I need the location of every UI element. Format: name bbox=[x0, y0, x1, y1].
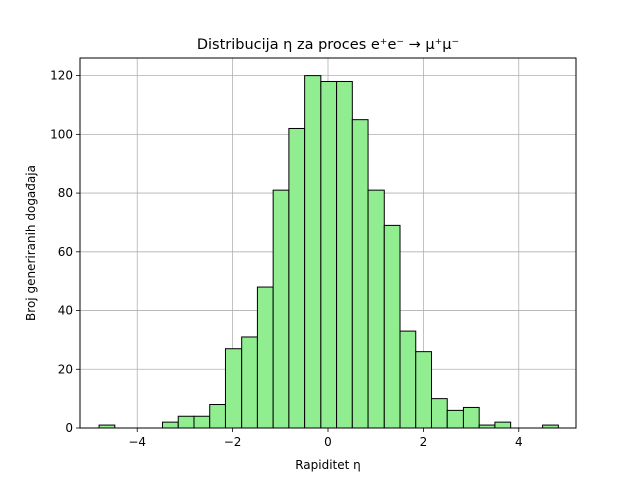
histogram-bar bbox=[304, 75, 322, 429]
y-tick-label: 0 bbox=[65, 421, 73, 435]
histogram-bar bbox=[494, 421, 512, 429]
histogram-bar bbox=[209, 404, 226, 429]
y-tick-label: 80 bbox=[58, 186, 73, 200]
histogram-bar bbox=[241, 336, 258, 429]
histogram-bar bbox=[430, 398, 448, 429]
x-tick-label: −2 bbox=[224, 435, 242, 449]
x-ticks: −4 −2 0 2 4 bbox=[128, 428, 523, 449]
histogram-bar bbox=[383, 224, 401, 429]
chart-title: Distribucija η za proces e⁺e⁻ → μ⁺μ⁻ bbox=[197, 37, 459, 53]
histogram-bar bbox=[399, 330, 417, 429]
histogram-bar bbox=[446, 409, 464, 429]
y-axis-label: Broj generiranih događaja bbox=[24, 165, 38, 321]
histogram-bar bbox=[177, 415, 195, 429]
histogram-bar bbox=[224, 348, 243, 429]
histogram-bar bbox=[288, 127, 306, 429]
y-tick-label: 100 bbox=[50, 127, 73, 141]
x-axis-label: Rapiditet η bbox=[295, 458, 361, 472]
histogram-bar bbox=[351, 119, 369, 429]
x-tick-label: −4 bbox=[128, 435, 146, 449]
histogram-bar bbox=[462, 406, 480, 429]
x-tick-label: 4 bbox=[515, 435, 523, 449]
y-tick-label: 60 bbox=[58, 245, 73, 259]
histogram-bar bbox=[336, 80, 353, 429]
x-tick-label: 2 bbox=[420, 435, 428, 449]
histogram-bar bbox=[162, 421, 179, 429]
y-tick-label: 40 bbox=[58, 304, 73, 318]
y-tick-label: 20 bbox=[58, 362, 73, 376]
histogram-bar bbox=[367, 189, 385, 429]
histogram-bar bbox=[415, 351, 432, 429]
y-ticks: 0 20 40 60 80 100 120 bbox=[50, 69, 80, 435]
y-tick-label: 120 bbox=[50, 69, 73, 83]
bars-layer bbox=[98, 75, 559, 429]
histogram-bar bbox=[320, 80, 338, 429]
histogram-bar bbox=[272, 189, 290, 429]
x-tick-label: 0 bbox=[324, 435, 332, 449]
histogram-bar bbox=[256, 286, 274, 429]
histogram-bar bbox=[193, 415, 211, 429]
